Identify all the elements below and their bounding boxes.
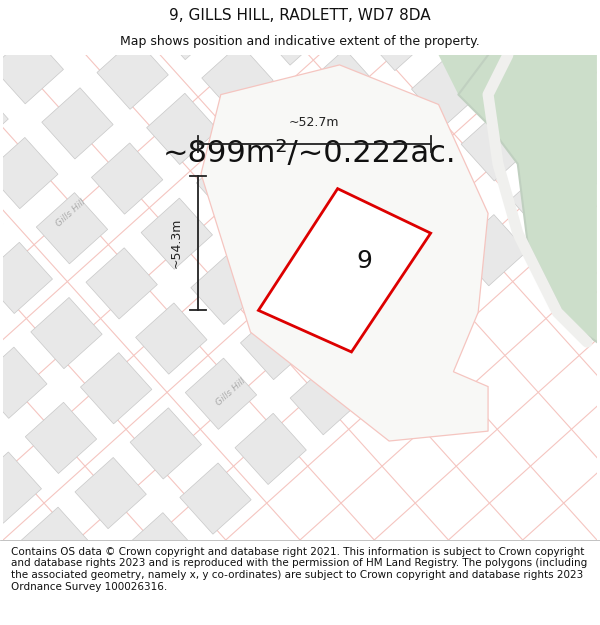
Polygon shape: [20, 507, 91, 578]
Polygon shape: [461, 110, 533, 181]
Polygon shape: [246, 204, 317, 275]
Polygon shape: [47, 0, 119, 54]
Polygon shape: [455, 214, 527, 286]
Polygon shape: [86, 248, 157, 319]
Polygon shape: [191, 253, 262, 324]
Polygon shape: [0, 347, 47, 418]
Polygon shape: [301, 154, 373, 225]
Polygon shape: [259, 189, 431, 352]
Polygon shape: [517, 60, 587, 131]
Polygon shape: [296, 259, 367, 330]
Polygon shape: [201, 65, 488, 441]
Polygon shape: [0, 452, 41, 523]
Polygon shape: [356, 104, 428, 176]
Polygon shape: [257, 0, 328, 65]
Text: Gills Hill: Gills Hill: [214, 376, 247, 407]
Polygon shape: [0, 32, 64, 104]
Polygon shape: [406, 159, 478, 231]
Polygon shape: [467, 5, 538, 76]
Polygon shape: [566, 115, 600, 186]
Polygon shape: [0, 0, 14, 49]
Polygon shape: [196, 149, 268, 219]
Polygon shape: [91, 143, 163, 214]
Polygon shape: [42, 88, 113, 159]
Polygon shape: [31, 298, 102, 369]
Polygon shape: [362, 0, 433, 71]
Polygon shape: [241, 309, 312, 379]
Polygon shape: [130, 408, 202, 479]
Text: Contains OS data © Crown copyright and database right 2021. This information is : Contains OS data © Crown copyright and d…: [11, 547, 587, 592]
Polygon shape: [70, 562, 141, 625]
Text: 9, GILLS HILL, RADLETT, WD7 8DA: 9, GILLS HILL, RADLETT, WD7 8DA: [169, 8, 431, 23]
Polygon shape: [185, 358, 257, 429]
Polygon shape: [136, 303, 207, 374]
Polygon shape: [202, 44, 273, 115]
Polygon shape: [0, 557, 36, 625]
Text: 9: 9: [356, 249, 372, 273]
Polygon shape: [25, 402, 97, 474]
Polygon shape: [36, 192, 107, 264]
Polygon shape: [146, 93, 218, 164]
Polygon shape: [439, 55, 597, 342]
Polygon shape: [0, 187, 3, 258]
Polygon shape: [511, 165, 582, 236]
Polygon shape: [75, 458, 146, 529]
Polygon shape: [0, 242, 52, 314]
Polygon shape: [97, 38, 169, 109]
Polygon shape: [307, 49, 378, 121]
Polygon shape: [180, 463, 251, 534]
Polygon shape: [346, 314, 416, 385]
Polygon shape: [290, 364, 362, 435]
Polygon shape: [125, 512, 196, 584]
Polygon shape: [0, 82, 8, 154]
Polygon shape: [400, 264, 472, 336]
Text: Gills Hill: Gills Hill: [54, 198, 87, 229]
Polygon shape: [141, 198, 212, 269]
Polygon shape: [251, 99, 323, 170]
Polygon shape: [351, 209, 422, 281]
Polygon shape: [80, 352, 152, 424]
Text: ~54.3m: ~54.3m: [170, 218, 183, 268]
Polygon shape: [152, 0, 223, 59]
Polygon shape: [235, 413, 307, 484]
Polygon shape: [412, 54, 483, 126]
Polygon shape: [0, 138, 58, 209]
Text: Map shows position and indicative extent of the property.: Map shows position and indicative extent…: [120, 35, 480, 48]
Text: ~52.7m: ~52.7m: [289, 116, 340, 129]
Text: ~899m²/~0.222ac.: ~899m²/~0.222ac.: [163, 139, 457, 169]
